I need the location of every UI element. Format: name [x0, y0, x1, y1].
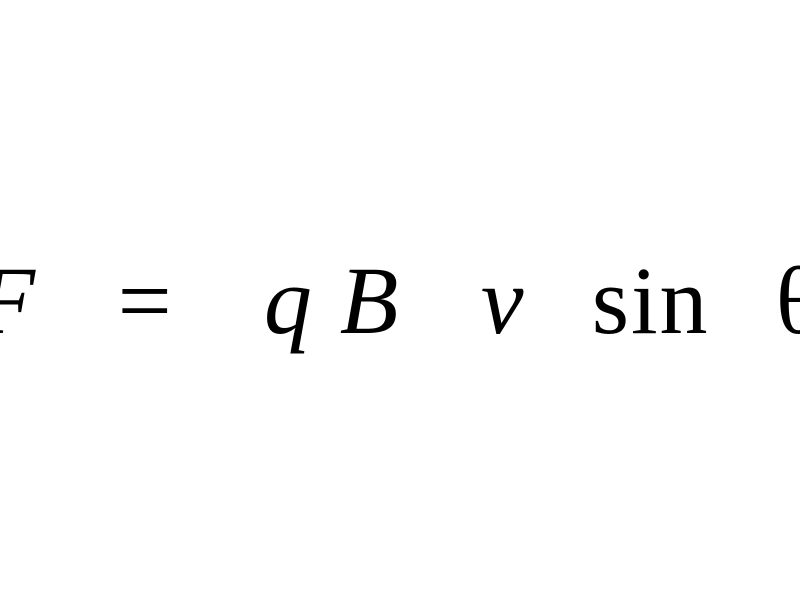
equals-sign: = [118, 247, 174, 354]
variable-theta: θ [776, 247, 800, 354]
variable-q: q [264, 247, 314, 354]
variable-v: v [481, 247, 526, 354]
variable-B: B [340, 247, 401, 354]
formula-container: F = q B v sin θ [0, 245, 800, 356]
variable-F: F [0, 247, 37, 354]
function-sin: sin [592, 247, 710, 354]
